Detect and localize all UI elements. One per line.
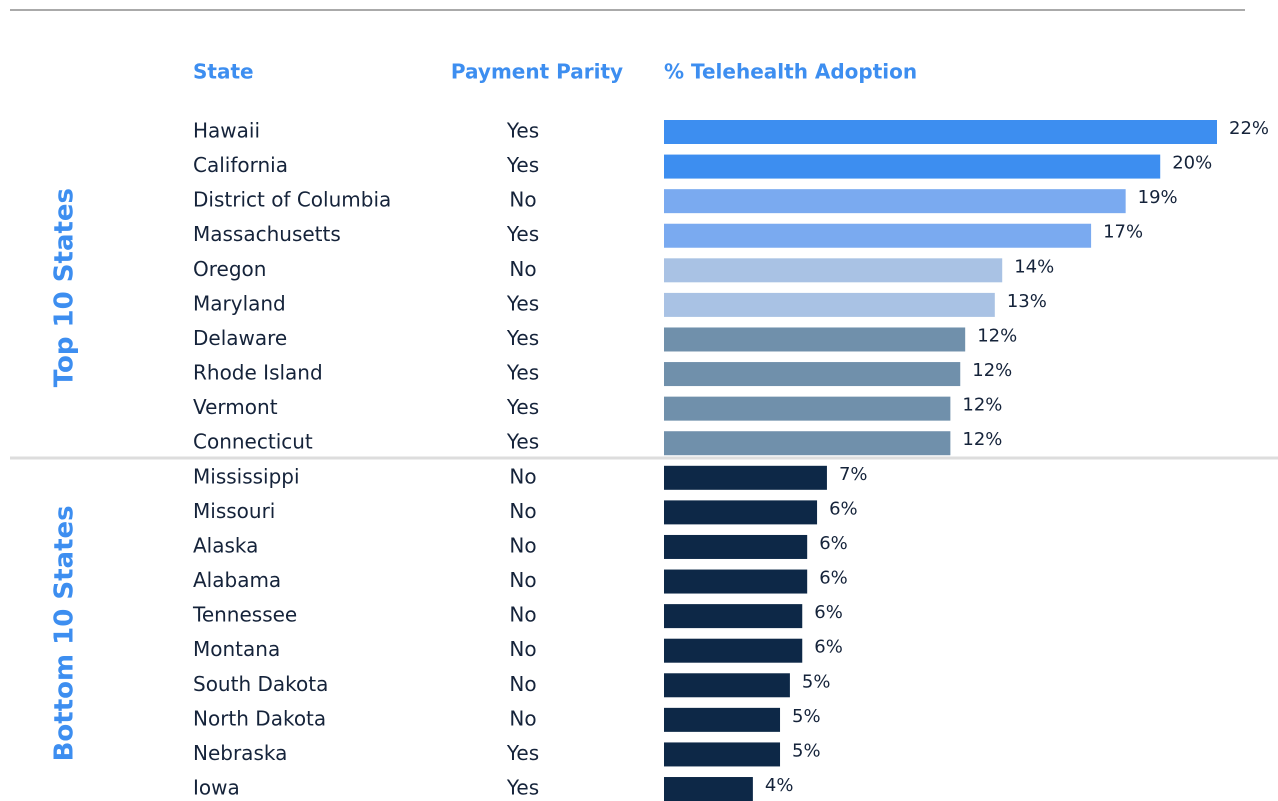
payment-parity: Yes xyxy=(506,153,539,177)
bar xyxy=(664,292,995,317)
state-name: District of Columbia xyxy=(193,188,391,212)
value-label: 6% xyxy=(819,568,848,589)
value-label: 19% xyxy=(1138,187,1178,208)
state-name: Alabama xyxy=(193,568,281,592)
payment-parity: Yes xyxy=(506,326,539,350)
value-label: 7% xyxy=(839,464,868,485)
column-header: State xyxy=(193,60,254,84)
value-label: 12% xyxy=(962,429,1002,450)
payment-parity: No xyxy=(509,533,536,557)
state-name: Alaska xyxy=(193,533,258,557)
bar xyxy=(664,569,808,594)
state-name: Massachusetts xyxy=(193,222,341,246)
state-name: Vermont xyxy=(193,395,278,419)
bar xyxy=(664,673,790,698)
bar xyxy=(664,258,1003,283)
payment-parity: No xyxy=(509,706,536,730)
group-label: Bottom 10 States xyxy=(50,505,80,761)
value-label: 6% xyxy=(829,498,858,519)
payment-parity: No xyxy=(509,257,536,281)
value-label: 5% xyxy=(792,706,821,727)
bar xyxy=(664,534,808,559)
value-label: 6% xyxy=(814,602,843,623)
state-name: Montana xyxy=(193,637,280,661)
state-name: Iowa xyxy=(193,776,240,800)
value-label: 6% xyxy=(814,637,843,658)
payment-parity: No xyxy=(509,464,536,488)
state-name: California xyxy=(193,153,288,177)
state-name: Hawaii xyxy=(193,119,260,143)
bar xyxy=(664,327,966,352)
payment-parity: Yes xyxy=(506,361,539,385)
payment-parity: No xyxy=(509,672,536,696)
bar xyxy=(664,742,781,767)
bar xyxy=(664,223,1092,248)
bar xyxy=(664,431,951,456)
bar xyxy=(664,189,1126,214)
bar xyxy=(664,500,818,525)
bar xyxy=(664,604,803,629)
payment-parity: No xyxy=(509,188,536,212)
state-name: Oregon xyxy=(193,257,266,281)
value-label: 6% xyxy=(819,533,848,554)
bar xyxy=(664,362,961,387)
payment-parity: No xyxy=(509,568,536,592)
state-name: Delaware xyxy=(193,326,287,350)
state-name: Tennessee xyxy=(192,603,297,627)
bar xyxy=(664,396,951,421)
state-name: Rhode Island xyxy=(193,361,323,385)
bar xyxy=(664,707,781,732)
state-name: Missouri xyxy=(193,499,275,523)
column-header: Payment Parity xyxy=(451,60,623,84)
value-label: 12% xyxy=(977,325,1017,346)
payment-parity: Yes xyxy=(506,291,539,315)
bar xyxy=(664,120,1217,144)
column-header: % Telehealth Adoption xyxy=(664,60,917,84)
state-name: Connecticut xyxy=(193,430,313,454)
value-label: 5% xyxy=(792,740,821,761)
payment-parity: No xyxy=(509,603,536,627)
payment-parity: Yes xyxy=(506,776,539,800)
state-name: North Dakota xyxy=(193,706,326,730)
group-label: Top 10 States xyxy=(50,188,80,387)
payment-parity: Yes xyxy=(506,741,539,765)
payment-parity: Yes xyxy=(506,395,539,419)
value-label: 17% xyxy=(1103,222,1143,243)
state-name: Maryland xyxy=(193,291,286,315)
state-name: South Dakota xyxy=(193,672,328,696)
payment-parity: Yes xyxy=(506,430,539,454)
value-label: 13% xyxy=(1007,291,1047,312)
value-label: 12% xyxy=(972,360,1012,381)
value-label: 14% xyxy=(1014,256,1054,277)
payment-parity: No xyxy=(509,499,536,523)
bar xyxy=(664,465,827,490)
payment-parity: Yes xyxy=(506,119,539,143)
value-label: 20% xyxy=(1172,153,1212,174)
state-name: Mississippi xyxy=(193,464,300,488)
bar xyxy=(664,154,1161,179)
value-label: 12% xyxy=(962,395,1002,416)
payment-parity: Yes xyxy=(506,222,539,246)
bar xyxy=(664,638,803,663)
state-name: Nebraska xyxy=(193,741,287,765)
value-label: 22% xyxy=(1229,118,1269,139)
payment-parity: No xyxy=(509,637,536,661)
bar xyxy=(664,777,753,801)
value-label: 5% xyxy=(802,671,831,692)
value-label: 4% xyxy=(765,775,794,796)
